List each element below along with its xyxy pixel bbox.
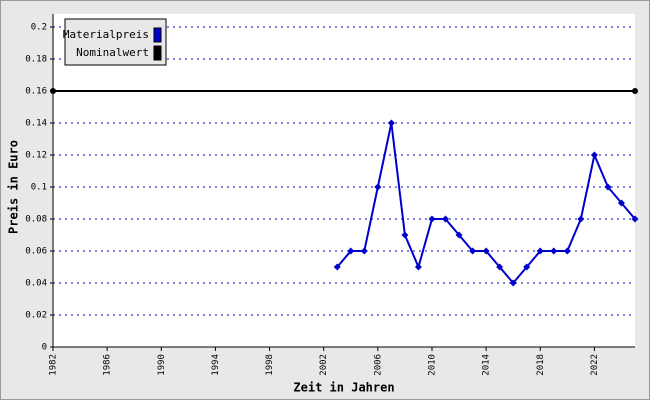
x-tick-label: 1994 [211,354,221,376]
x-tick-label: 2010 [427,354,437,376]
point [387,119,395,127]
point [347,247,355,255]
y-tick-label: 0.12 [25,151,47,161]
point [374,183,382,191]
point [333,263,341,271]
plot-area [53,14,635,347]
point [536,247,544,255]
y-tick-label: 0.18 [25,55,47,65]
y-tick-label: 0.16 [25,87,47,97]
y-tick-label: 0 [42,343,47,353]
point [563,247,571,255]
y-tick-label: 0.1 [31,183,47,193]
y-axis-title: Preis in Euro [7,140,21,234]
point [590,151,598,159]
point [442,215,450,223]
x-tick-label: 2002 [319,354,329,376]
x-tick-label: 1990 [157,354,167,376]
legend-box [64,18,167,66]
y-tick-label: 0.02 [25,311,47,321]
x-tick-label: 1998 [265,354,275,376]
point [604,183,612,191]
point [523,263,531,271]
point [401,231,409,239]
point [632,88,638,94]
point [577,215,585,223]
point [631,215,639,223]
point [496,263,504,271]
point [428,215,436,223]
point [617,199,625,207]
x-axis-title: Zeit in Jahren [293,381,394,395]
point [469,247,477,255]
y-tick-label: 0.08 [25,215,47,225]
point [414,263,422,271]
y-tick-label: 0.14 [25,119,47,129]
legend-swatch [153,27,162,43]
y-tick-label: 0.04 [25,279,47,289]
y-tick-label: 0.06 [25,247,47,257]
x-tick-label: 2018 [536,354,546,376]
point [455,231,463,239]
y-tick-label: 0.2 [31,23,47,33]
x-tick-label: 2014 [482,354,492,376]
legend-swatch [153,45,162,61]
point [50,88,56,94]
x-tick-label: 2006 [373,354,383,376]
legend: Materialpreis Nominalwert [63,18,167,66]
point [360,247,368,255]
x-tick-label: 1986 [103,354,113,376]
legend-label: Materialpreis [63,28,149,41]
point [550,247,558,255]
legend-label: Nominalwert [76,46,149,59]
x-tick-label: 1982 [49,354,59,376]
point [482,247,490,255]
x-tick-label: 2022 [590,354,600,376]
point [509,279,517,287]
